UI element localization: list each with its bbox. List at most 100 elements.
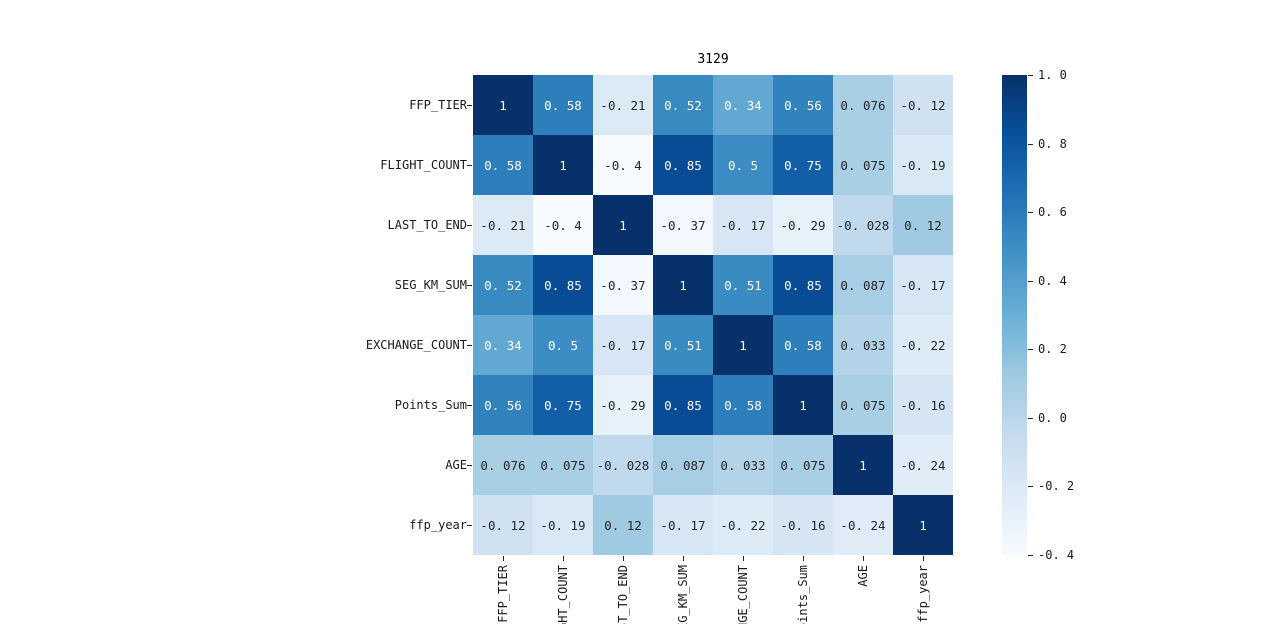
heatmap-cell: 0. 85 — [653, 375, 713, 435]
heatmap-cell: 0. 12 — [593, 495, 653, 555]
colorbar-tick-mark — [1028, 280, 1033, 282]
heatmap-cell: 0. 51 — [713, 255, 773, 315]
heatmap-cell: -0. 24 — [833, 495, 893, 555]
heatmap-cell: 0. 075 — [773, 435, 833, 495]
colorbar-tick-label: 0. 8 — [1038, 136, 1067, 151]
x-tick-label: FLIGHT_COUNT — [556, 565, 570, 624]
heatmap-cell: -0. 16 — [773, 495, 833, 555]
colorbar-tick-label: -0. 2 — [1038, 479, 1075, 494]
y-tick-label: Points_Sum — [394, 398, 467, 412]
y-tick-label: FLIGHT_COUNT — [380, 158, 467, 172]
colorbar-tick-label: -0. 4 — [1038, 548, 1075, 562]
heatmap-cell: 0. 51 — [653, 315, 713, 375]
colorbar-tick-label: 1. 0 — [1038, 68, 1067, 82]
y-tick-mark — [467, 525, 472, 526]
x-tick-mark — [923, 556, 924, 561]
heatmap-cell: 0. 087 — [653, 435, 713, 495]
heatmap-cell: -0. 4 — [593, 135, 653, 195]
x-tick-mark — [623, 556, 624, 561]
y-tick-mark — [467, 465, 472, 466]
heatmap-cell: 1 — [773, 375, 833, 435]
heatmap-cell: 1 — [893, 495, 953, 555]
colorbar-tick-mark — [1028, 212, 1033, 214]
heatmap-cell: 0. 56 — [473, 375, 533, 435]
y-tick-label: ffp_year — [409, 518, 467, 532]
heatmap-cell: 0. 75 — [533, 375, 593, 435]
heatmap-cell: -0. 22 — [893, 315, 953, 375]
heatmap-cell: 0. 34 — [713, 75, 773, 135]
colorbar-tick-label: 0. 4 — [1038, 273, 1067, 288]
x-tick-mark — [563, 556, 564, 561]
y-tick-mark — [467, 165, 472, 166]
heatmap-cell: 0. 58 — [713, 375, 773, 435]
colorbar-tick-mark — [1028, 143, 1033, 145]
heatmap-cell: -0. 17 — [893, 255, 953, 315]
heatmap-cell: -0. 028 — [833, 195, 893, 255]
x-tick-label: FFP_TIER — [496, 565, 510, 623]
heatmap-cell: 1 — [473, 75, 533, 135]
heatmap-cell: 1 — [713, 315, 773, 375]
heatmap-cell: 0. 52 — [473, 255, 533, 315]
y-tick-mark — [467, 285, 472, 286]
y-tick-mark — [467, 225, 472, 226]
heatmap-cell: 0. 075 — [533, 435, 593, 495]
x-tick-label: EXCHANGE_COUNT — [736, 565, 750, 624]
heatmap-cell: -0. 19 — [533, 495, 593, 555]
x-tick-mark — [863, 556, 864, 561]
y-tick-mark — [467, 405, 472, 406]
x-tick-mark — [743, 556, 744, 561]
heatmap-cell: -0. 29 — [773, 195, 833, 255]
x-tick-label: SEG_KM_SUM — [676, 565, 690, 624]
y-tick-mark — [467, 345, 472, 346]
heatmap-cell: 1 — [653, 255, 713, 315]
heatmap-cell: 1 — [833, 435, 893, 495]
heatmap-cell: 0. 033 — [833, 315, 893, 375]
x-tick-label: LAST_TO_END — [616, 565, 630, 624]
y-tick-label: AGE — [445, 458, 467, 472]
colorbar — [1002, 75, 1027, 555]
heatmap-cell: -0. 29 — [593, 375, 653, 435]
heatmap-cell: 0. 56 — [773, 75, 833, 135]
x-tick-label: Points_Sum — [796, 565, 810, 624]
heatmap-cell: -0. 22 — [713, 495, 773, 555]
colorbar-tick-mark — [1028, 417, 1033, 419]
heatmap-cell: 1 — [533, 135, 593, 195]
heatmap-cell: 0. 85 — [773, 255, 833, 315]
heatmap-cell: -0. 21 — [473, 195, 533, 255]
heatmap-cell: 0. 34 — [473, 315, 533, 375]
heatmap-cell: -0. 21 — [593, 75, 653, 135]
chart-title: 3129 — [697, 52, 729, 67]
heatmap-cell: 0. 075 — [833, 375, 893, 435]
heatmap-cell: 0. 075 — [833, 135, 893, 195]
heatmap-cell: 0. 85 — [533, 255, 593, 315]
colorbar-tick-label: 0. 0 — [1038, 410, 1067, 425]
heatmap-cell: -0. 12 — [893, 75, 953, 135]
x-tick-mark — [803, 556, 804, 561]
heatmap-cell: -0. 4 — [533, 195, 593, 255]
heatmap-cell: 0. 58 — [533, 75, 593, 135]
x-tick-label: AGE — [856, 565, 870, 587]
x-tick-mark — [503, 556, 504, 561]
heatmap-cell: -0. 17 — [593, 315, 653, 375]
heatmap-cell: 0. 52 — [653, 75, 713, 135]
heatmap-cell: -0. 37 — [653, 195, 713, 255]
y-tick-label: FFP_TIER — [409, 98, 467, 112]
heatmap-cell: 0. 5 — [533, 315, 593, 375]
colorbar-tick-label: 0. 6 — [1038, 205, 1067, 220]
y-tick-label: EXCHANGE_COUNT — [365, 338, 467, 352]
colorbar-tick-mark — [1028, 486, 1033, 488]
heatmap-cell: 0. 087 — [833, 255, 893, 315]
heatmap-cell: -0. 17 — [713, 195, 773, 255]
y-tick-label: SEG_KM_SUM — [394, 278, 467, 292]
colorbar-tick-mark — [1028, 349, 1033, 351]
heatmap-cell: 0. 033 — [713, 435, 773, 495]
heatmap-cell: -0. 19 — [893, 135, 953, 195]
heatmap-cell: 0. 85 — [653, 135, 713, 195]
heatmap-cell: 0. 75 — [773, 135, 833, 195]
heatmap-cell: -0. 12 — [473, 495, 533, 555]
heatmap-cell: 0. 5 — [713, 135, 773, 195]
heatmap-cell: 0. 076 — [473, 435, 533, 495]
heatmap-cell: -0. 028 — [593, 435, 653, 495]
colorbar-tick-mark — [1028, 555, 1033, 556]
